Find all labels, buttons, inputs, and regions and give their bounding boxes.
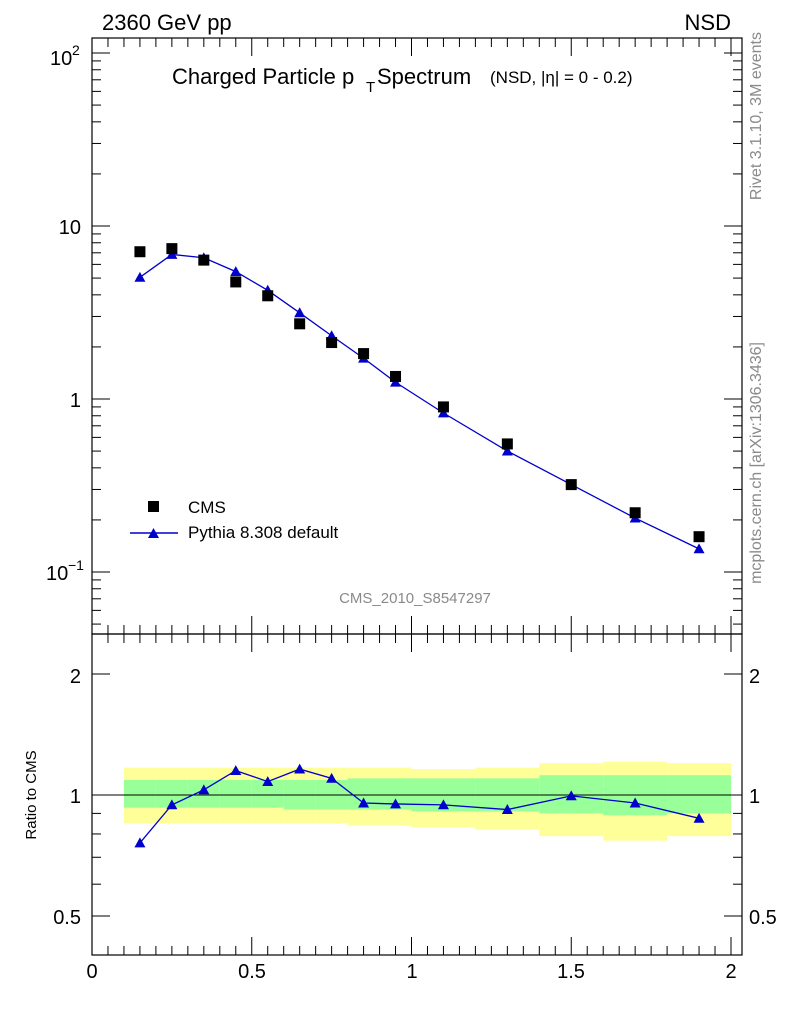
pythia-point (230, 266, 242, 277)
pythia-point (294, 307, 306, 318)
analysis-watermark: CMS_2010_S8547297 (339, 590, 491, 607)
cms-point (134, 246, 146, 258)
cms-point (358, 348, 370, 360)
ratio-pythia-point (166, 799, 178, 810)
ratio-pythia-point (390, 798, 402, 809)
x-tick-label-0.5: 0.5 (238, 961, 266, 983)
legend-cms-label: CMS (188, 498, 226, 517)
cms-point (294, 318, 306, 330)
chart-title-suffix: Spectrum (377, 64, 471, 89)
main-plot-panel: Charged Particle p T Spectrum (NSD, |η| … (46, 37, 743, 635)
y-tick-label-100-exponent: 2 (72, 42, 80, 58)
pythia-point (501, 445, 513, 456)
pythia-point (134, 271, 146, 282)
ratio-y-tick-label-1: 1 (70, 786, 81, 808)
cms-point (501, 438, 513, 450)
ratio-y-tick-label-0.5: 0.5 (53, 907, 81, 929)
legend-cms-marker (148, 501, 159, 512)
chart-title-subscript: T (366, 79, 375, 96)
mcplots-label: mcplots.cern.ch [arXiv:1306.3436] (748, 342, 765, 584)
cms-point (693, 531, 705, 543)
y-tick-label-0.1: 10 (46, 563, 68, 585)
ratio-plot-panel: Ratio to CMS 2 1 0.5 2 1 0.5 0 0.5 1 1.5… (23, 633, 777, 983)
legend: CMS Pythia 8.308 default (130, 498, 339, 542)
ratio-pythia-point (501, 804, 513, 814)
ratio-y-tick-label-2-right: 2 (749, 666, 760, 688)
legend-pythia-label: Pythia 8.308 default (188, 523, 339, 542)
ratio-plot-marks (134, 763, 705, 848)
ratio-y-tick-label-1-right: 1 (749, 786, 760, 808)
ratio-pythia-line (139, 768, 700, 844)
ratio-pythia-point (693, 812, 705, 823)
pythia-point (437, 407, 449, 418)
x-tick-label-1: 1 (406, 961, 417, 983)
cms-point (230, 276, 242, 288)
y-tick-label-0.1-exponent: −1 (68, 557, 84, 573)
chart-title: Charged Particle p (172, 64, 354, 89)
main-plot-axes (91, 38, 742, 634)
x-tick-label-0: 0 (86, 961, 97, 983)
ratio-pythia-point (437, 799, 449, 810)
ratio-pythia-point (629, 797, 641, 808)
ratio-pythia-point (565, 790, 577, 801)
ratio-pythia-point (134, 837, 146, 848)
ratio-pythia-point (294, 763, 306, 774)
header-left-label: 2360 GeV pp (102, 10, 232, 35)
chart-title-note: (NSD, |η| = 0 - 0.2) (490, 68, 633, 87)
cms-point (166, 243, 178, 255)
ratio-pythia-point (358, 797, 370, 808)
x-tick-label-2: 2 (725, 961, 736, 983)
cms-point (390, 370, 402, 382)
ratio-pythia-point (326, 772, 338, 783)
main-plot-marks (134, 243, 705, 554)
ratio-pythia-point (230, 765, 242, 775)
ratio-pythia-point (198, 784, 210, 795)
legend-pythia-marker (148, 528, 159, 538)
y-tick-label-10: 10 (59, 217, 81, 239)
cms-point (437, 401, 449, 413)
ratio-y-tick-label-2: 2 (70, 666, 81, 688)
cms-point (326, 337, 338, 349)
y-tick-label-1: 1 (70, 390, 81, 412)
cms-point (629, 507, 641, 519)
x-tick-label-1.5: 1.5 (557, 961, 585, 983)
ratio-y-tick-label-0.5-right: 0.5 (749, 907, 777, 929)
cms-point (198, 254, 210, 266)
rivet-version-label: Rivet 3.1.10, 3M events (748, 32, 765, 200)
main-plot-frame (91, 37, 743, 635)
ratio-plot-axes (91, 634, 742, 955)
y-tick-label-100: 10 (50, 48, 72, 70)
ratio-uncertainty-bands (123, 761, 731, 841)
header-right-label: NSD (685, 10, 731, 35)
cms-point (565, 479, 577, 491)
ratio-band-inner (219, 779, 252, 808)
ratio-pythia-point (262, 776, 274, 786)
ratio-y-axis-label: Ratio to CMS (23, 750, 40, 839)
ratio-plot-frame (91, 633, 743, 956)
cms-point (262, 290, 274, 302)
ratio-band-inner (667, 775, 731, 814)
pythia-point (693, 543, 705, 554)
ratio-band-inner (123, 779, 156, 808)
